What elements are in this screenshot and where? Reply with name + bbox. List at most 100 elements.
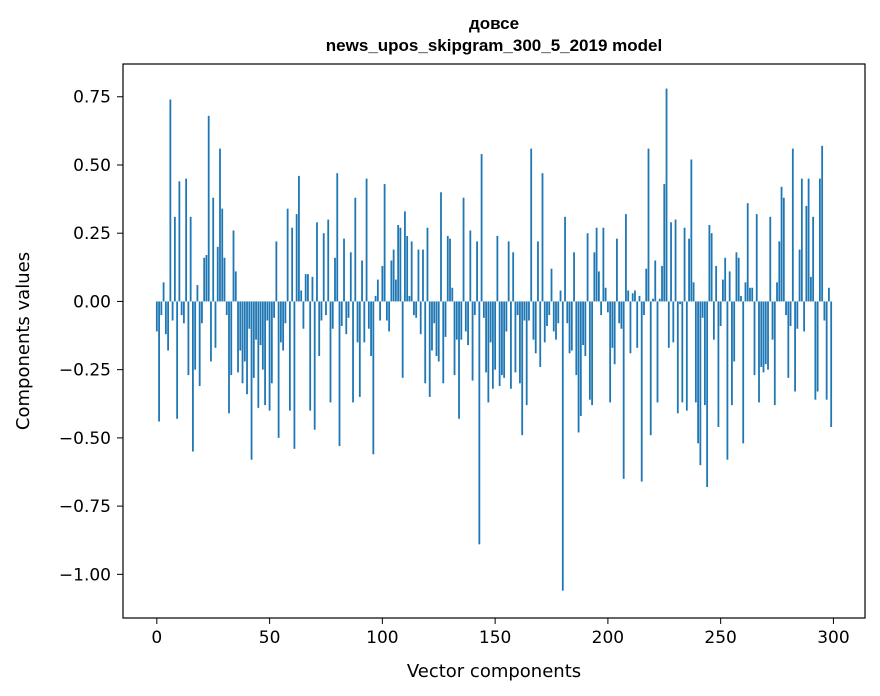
bar	[638, 295, 641, 302]
bar	[654, 260, 657, 302]
bar	[740, 295, 742, 302]
bar	[246, 301, 248, 395]
bar	[523, 301, 526, 321]
bar	[473, 301, 476, 316]
y-tick-label: −0.50	[59, 429, 111, 449]
bar	[550, 268, 553, 302]
bar	[825, 301, 828, 400]
x-axis-label: Vector components	[407, 661, 581, 682]
bar	[600, 301, 603, 316]
bar	[266, 301, 269, 321]
bar	[516, 301, 519, 316]
bar	[435, 301, 438, 357]
bar	[780, 186, 783, 302]
bar	[279, 301, 282, 343]
bar	[584, 301, 587, 357]
bar	[751, 287, 754, 302]
bar	[198, 301, 201, 387]
bar	[703, 301, 706, 406]
bar	[437, 301, 440, 362]
bar	[187, 301, 190, 376]
bar	[699, 301, 702, 466]
bar	[288, 301, 291, 411]
bar	[316, 222, 318, 302]
bar	[681, 301, 684, 403]
bar	[309, 301, 312, 411]
bar	[415, 301, 418, 318]
bar	[410, 241, 413, 302]
bar	[821, 145, 824, 302]
bar	[379, 301, 381, 321]
bar	[440, 192, 442, 302]
bar	[464, 301, 467, 332]
bar	[746, 203, 749, 302]
bar	[485, 301, 487, 373]
bar	[816, 301, 819, 392]
bar	[259, 301, 262, 346]
y-tick-label: 0.00	[73, 292, 111, 312]
bar	[661, 265, 663, 302]
bar	[397, 225, 400, 302]
y-tick-label: 0.75	[73, 88, 111, 108]
bar	[182, 301, 185, 324]
y-axis: 0.75 0.50 0.25 0.00 −0.25 −0.50 −0.75 −1.00	[59, 88, 123, 585]
bar	[338, 301, 341, 447]
bar	[201, 301, 203, 324]
bar	[480, 154, 483, 302]
bar	[494, 301, 497, 370]
bar	[537, 241, 539, 302]
bar	[354, 197, 357, 302]
y-tick-label: −0.25	[59, 361, 111, 381]
bar	[275, 241, 278, 302]
bar	[185, 178, 188, 302]
bar	[728, 271, 731, 302]
bar	[760, 301, 763, 367]
bar	[519, 301, 521, 384]
bar	[548, 301, 551, 316]
bar	[433, 301, 436, 324]
chart-title: довсе	[469, 14, 519, 33]
bar	[577, 301, 580, 433]
bar	[205, 255, 208, 302]
bar	[613, 301, 616, 365]
bar	[478, 301, 481, 545]
bar	[782, 197, 785, 302]
bar	[715, 265, 718, 302]
bar	[778, 241, 781, 302]
bar	[785, 301, 787, 316]
bar	[372, 301, 375, 455]
bar	[708, 225, 711, 302]
bar	[223, 257, 226, 302]
bar	[261, 301, 264, 370]
bar	[282, 301, 285, 351]
bar	[510, 301, 512, 389]
bar	[726, 301, 729, 460]
bar	[586, 233, 589, 302]
bar	[557, 301, 560, 324]
bar	[564, 216, 566, 302]
bar	[818, 178, 821, 302]
bar	[597, 271, 600, 302]
bar	[383, 184, 386, 302]
bar	[422, 249, 424, 302]
bar	[361, 260, 363, 302]
bar	[404, 211, 406, 302]
bar	[758, 301, 760, 403]
bar	[805, 205, 808, 302]
bar	[394, 279, 397, 302]
bar	[498, 301, 501, 387]
bar	[320, 301, 323, 321]
bar	[298, 175, 300, 302]
bar	[469, 230, 472, 302]
x-axis: 0 50 100 150 200 250 300	[151, 618, 850, 648]
bar	[388, 301, 391, 332]
bar	[248, 301, 251, 329]
bar	[417, 249, 420, 302]
bar	[399, 227, 402, 302]
bar	[300, 290, 303, 302]
bar	[688, 238, 690, 302]
bar	[207, 115, 210, 302]
bar	[329, 301, 332, 403]
bar	[579, 301, 582, 417]
bar	[228, 301, 230, 414]
